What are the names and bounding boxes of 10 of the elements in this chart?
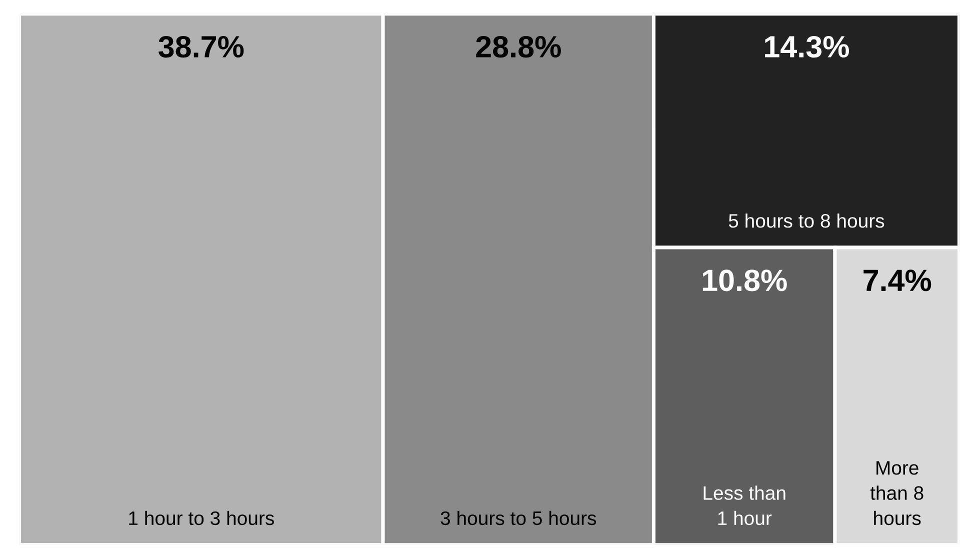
category-label: More than 8 hours xyxy=(870,461,924,526)
data-label: 38.7% xyxy=(158,36,244,58)
data-label: 7.4% xyxy=(864,270,932,292)
category-label: 3 hours to 5 hours xyxy=(440,510,596,526)
category-label: 5 hours to 8 hours xyxy=(728,213,884,228)
data-label: 28.8% xyxy=(476,36,561,58)
category-label: Less than 1 hour xyxy=(704,486,786,526)
data-label: 10.8% xyxy=(702,270,787,292)
category-label: 1 hour to 3 hours xyxy=(129,510,274,526)
data-label: 14.3% xyxy=(765,36,849,58)
